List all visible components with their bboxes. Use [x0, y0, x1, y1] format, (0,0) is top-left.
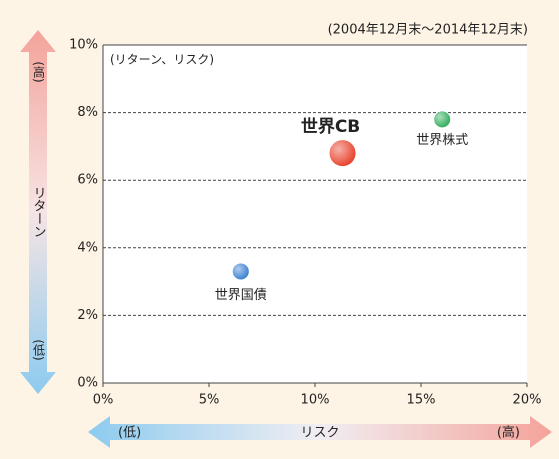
y-tick-label: 8%	[77, 105, 98, 120]
x-tick-label: 5%	[199, 393, 220, 408]
x-high-label: (高)	[497, 425, 520, 441]
x-tick-label: 0%	[93, 393, 114, 408]
period-note: (2004年12月末～2014年12月末)	[328, 23, 528, 38]
point-label: 世界株式	[416, 133, 468, 148]
y-tick-label: 4%	[77, 240, 98, 255]
point-shine	[232, 263, 249, 280]
point-shine	[434, 111, 451, 128]
y-low-label: (低)	[32, 339, 46, 360]
y-tick-label: 6%	[77, 173, 98, 188]
y-high-label: (高)	[32, 61, 46, 82]
plot-area	[103, 45, 527, 383]
x-arrow	[88, 416, 552, 448]
y-tick-label: 2%	[77, 308, 98, 323]
point-shine	[329, 140, 356, 167]
point-label: 世界国債	[215, 288, 267, 303]
x-axis-label: リスク	[300, 426, 339, 441]
y-arrow	[20, 30, 56, 394]
y-tick-label: 0%	[77, 376, 98, 391]
y-axis-label: リターン	[31, 186, 46, 238]
x-tick-label: 10%	[301, 393, 330, 408]
y-tick-label: 10%	[69, 38, 98, 53]
x-tick-label: 20%	[513, 393, 542, 408]
x-tick-label: 15%	[407, 393, 436, 408]
x-low-label: (低)	[118, 426, 141, 441]
subtitle: (リターン、リスク)	[110, 53, 214, 67]
point-label: 世界CB	[301, 117, 360, 137]
